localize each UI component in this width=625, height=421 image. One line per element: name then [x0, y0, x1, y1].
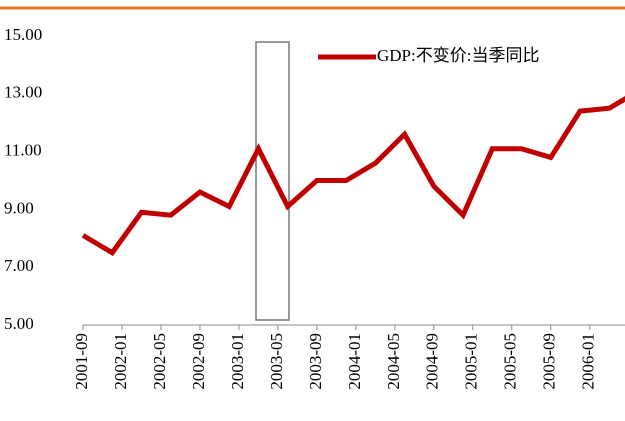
x-tick-label: 2003-01	[228, 333, 247, 390]
x-tick-label: 2005-05	[501, 333, 520, 390]
y-tick-label: 7.00	[4, 256, 34, 275]
y-tick-label: 5.00	[4, 314, 34, 333]
line	[81, 96, 625, 257]
x-tick-label: 2001-09	[72, 333, 91, 390]
y-tick-label: 13.00	[4, 83, 42, 102]
x-tick-label: 2004-09	[423, 333, 442, 390]
legend-label: GDP:不变价:当季同比	[377, 46, 539, 65]
x-tick-label: 2003-09	[306, 333, 325, 390]
y-tick-label: 11.00	[4, 141, 42, 160]
y-tick-label: 9.00	[4, 198, 34, 217]
x-tick-label: 2003-05	[267, 333, 286, 390]
x-tick-label: 2002-01	[111, 333, 130, 390]
x-tick-label: 2004-05	[384, 333, 403, 390]
x-tick-label: 2005-09	[540, 333, 559, 390]
x-tick-label: 2005-01	[462, 333, 481, 390]
x-tick-label: 2004-01	[345, 333, 364, 390]
highlight-box	[255, 41, 290, 321]
x-tick-label: 2006-01	[579, 333, 598, 390]
y-tick-label: 15.00	[4, 25, 42, 44]
x-tick-label: 2002-09	[189, 333, 208, 390]
x-tick-label: 2002-05	[150, 333, 169, 390]
